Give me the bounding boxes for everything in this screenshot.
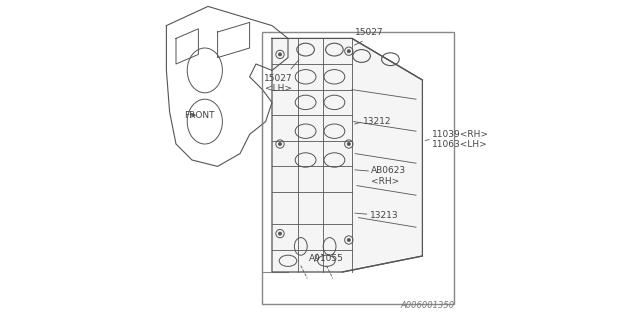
Circle shape <box>278 53 282 56</box>
Circle shape <box>278 232 282 235</box>
Text: 13213: 13213 <box>370 212 398 220</box>
Polygon shape <box>272 38 422 272</box>
FancyBboxPatch shape <box>262 32 454 304</box>
Circle shape <box>347 142 351 146</box>
Text: 15027
<LH>: 15027 <LH> <box>264 60 299 93</box>
Circle shape <box>278 142 282 146</box>
Text: A91055: A91055 <box>309 254 344 263</box>
Text: FRONT: FRONT <box>184 111 214 120</box>
Text: 11039<RH>
11063<LH>: 11039<RH> 11063<LH> <box>432 130 489 149</box>
Circle shape <box>347 50 351 53</box>
Circle shape <box>347 238 351 242</box>
Text: A006001350: A006001350 <box>400 301 454 310</box>
Text: 13212: 13212 <box>364 117 392 126</box>
Text: AB0623
<RH>: AB0623 <RH> <box>371 166 406 186</box>
Text: 15027: 15027 <box>355 28 384 37</box>
